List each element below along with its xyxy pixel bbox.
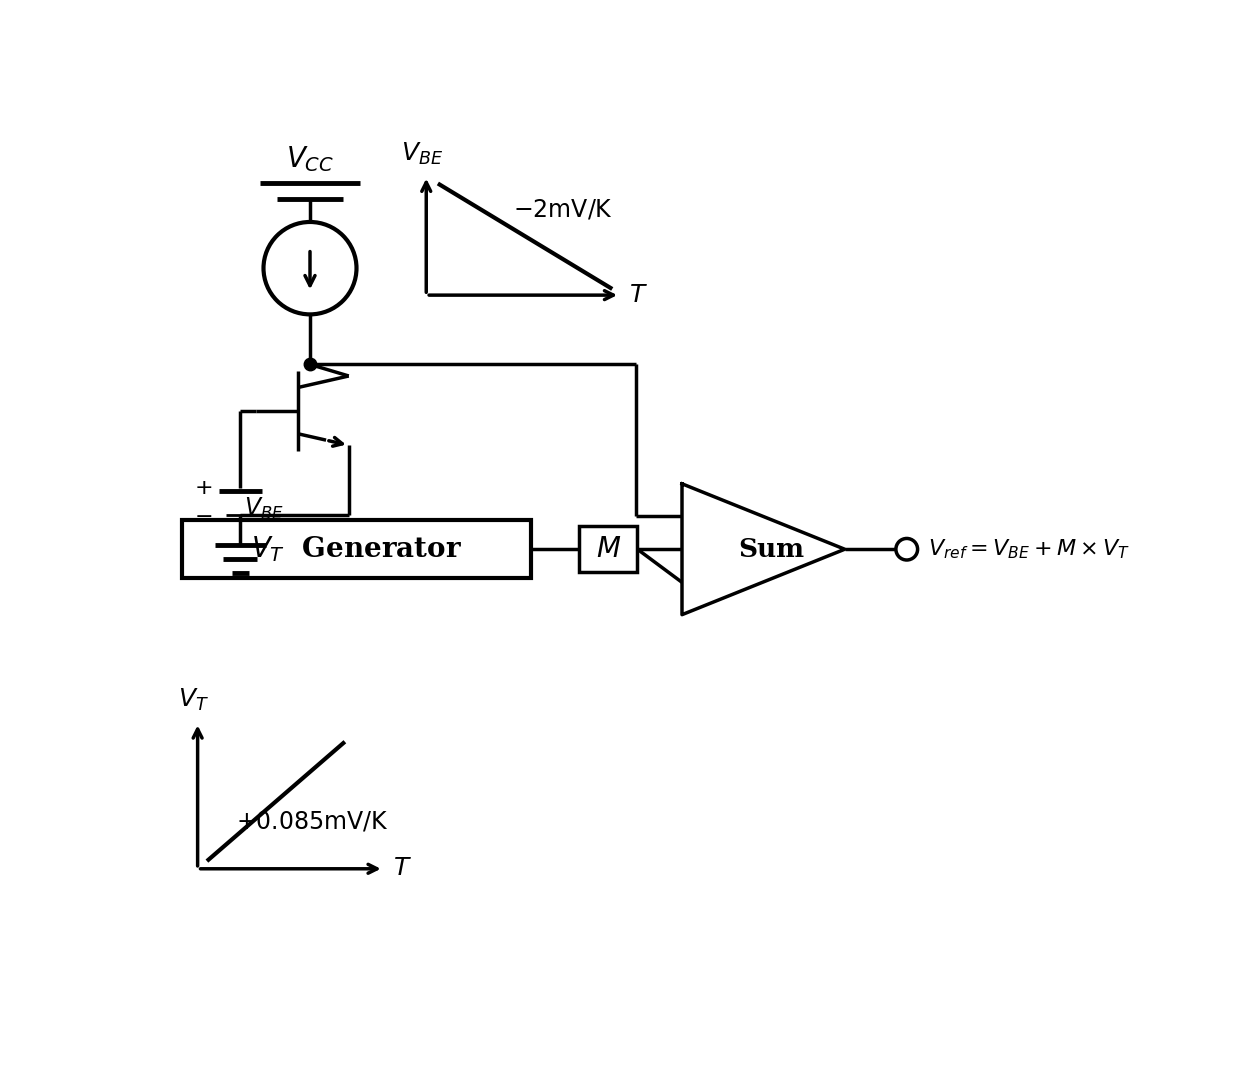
- Bar: [579, 526, 637, 572]
- Text: $-2\mathrm{mV/K}$: $-2\mathrm{mV/K}$: [513, 197, 614, 221]
- Text: $+$: $+$: [193, 477, 212, 498]
- Text: $V_{BE}$: $V_{BE}$: [244, 496, 284, 522]
- Text: $V_T$: $V_T$: [179, 687, 210, 713]
- Text: $T$: $T$: [629, 284, 649, 306]
- Text: $T$: $T$: [393, 857, 412, 880]
- Text: $+0.085\mathrm{mV/K}$: $+0.085\mathrm{mV/K}$: [237, 809, 389, 833]
- Text: $M$: $M$: [595, 536, 621, 562]
- Text: Sum: Sum: [739, 537, 805, 561]
- Text: $V_{BE}$: $V_{BE}$: [402, 141, 444, 166]
- Bar: [182, 521, 531, 578]
- Text: $V_T$  Generator: $V_T$ Generator: [250, 535, 463, 564]
- Text: $V_{CC}$: $V_{CC}$: [286, 144, 334, 174]
- Text: $V_{ref}= V_{BE} + M\times V_T$: $V_{ref}= V_{BE} + M\times V_T$: [929, 538, 1131, 561]
- Text: $-$: $-$: [193, 504, 212, 526]
